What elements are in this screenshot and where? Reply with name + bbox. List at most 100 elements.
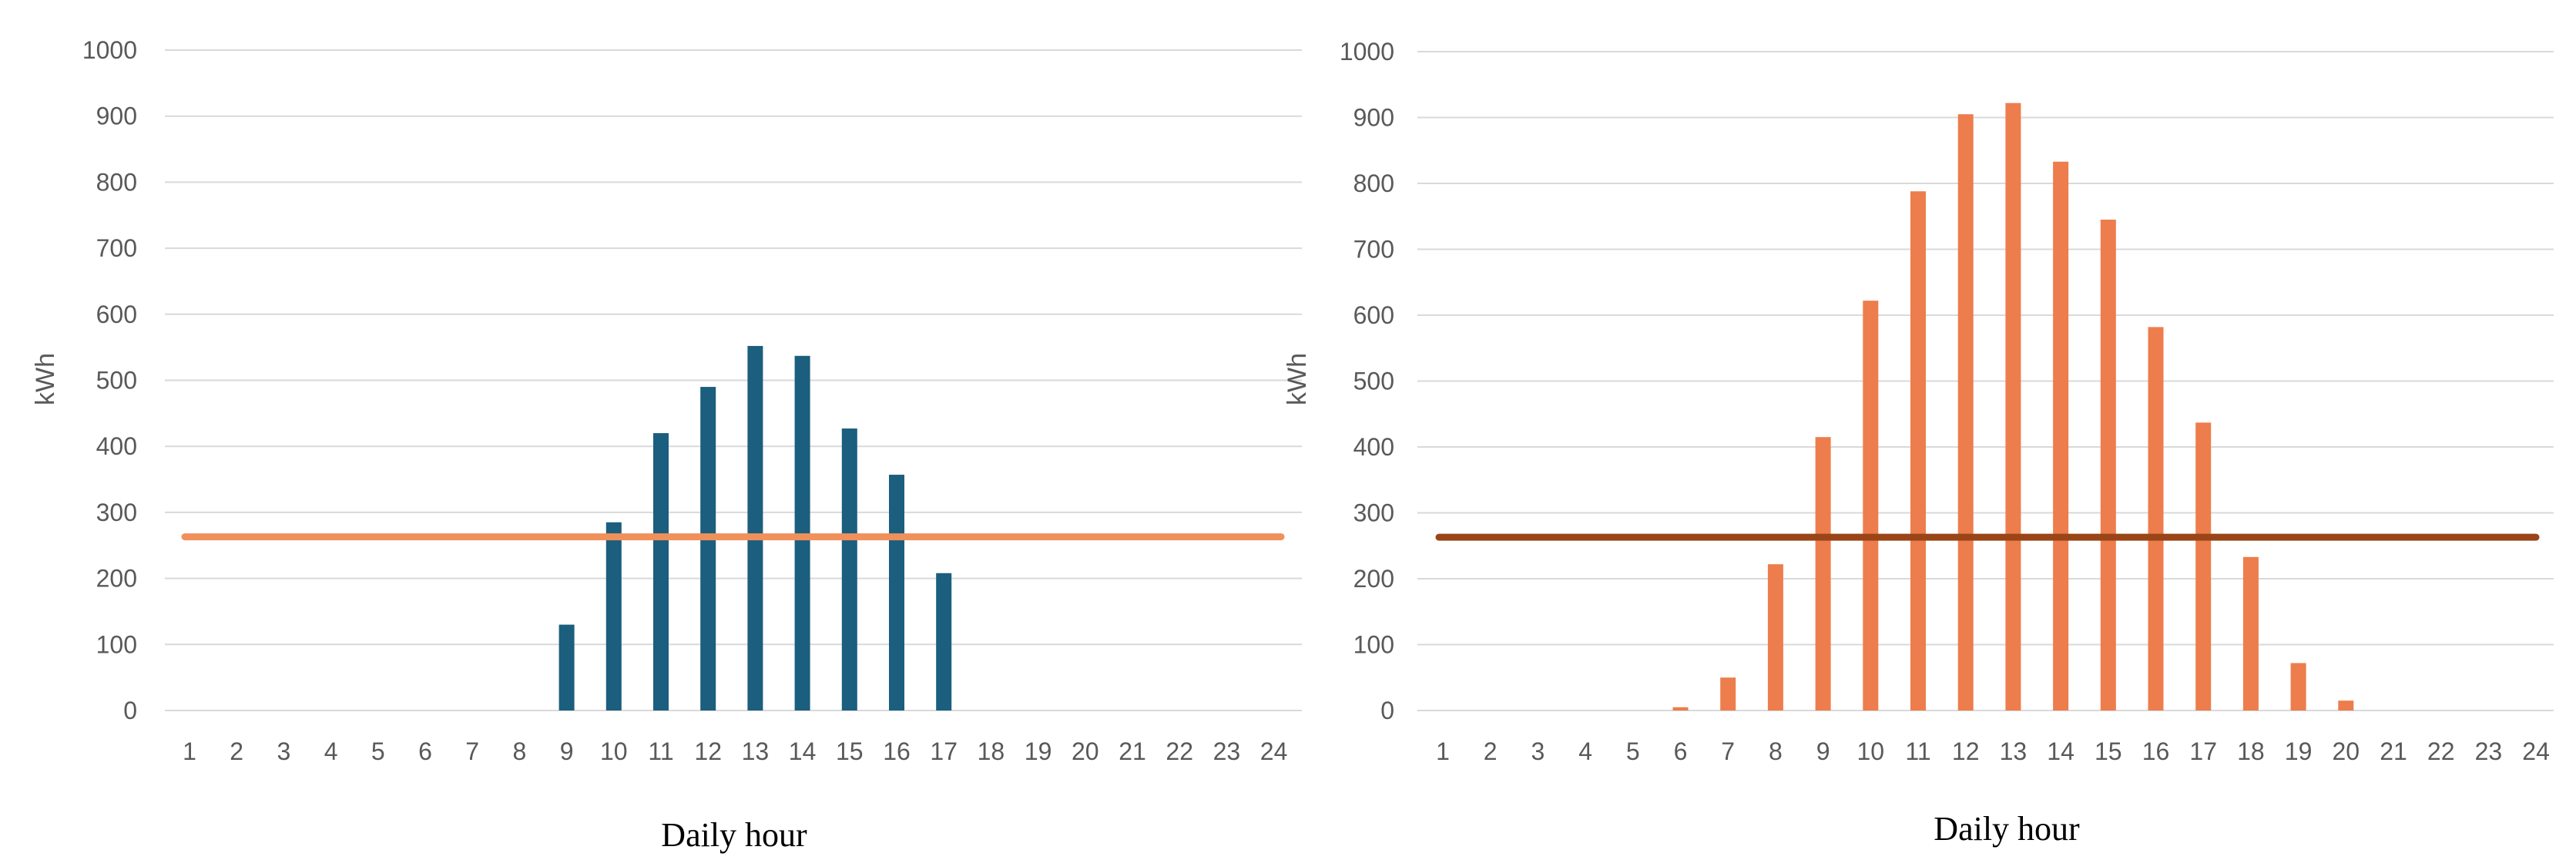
y-tick-label-left: 200 [96,565,137,593]
y-tick-label-left: 0 [123,697,137,724]
y-axis-label-right: kWh [1283,353,1312,405]
y-tick-label-right: 200 [1353,565,1394,593]
x-tick-label-left: 16 [883,737,911,765]
x-tick-label-left: 12 [694,737,722,765]
x-tick-label-left: 13 [742,737,770,765]
x-tick-label-right: 8 [1769,737,1783,765]
x-tick-label-right: 16 [2142,737,2170,765]
bar-right-hour-8 [1767,564,1783,711]
bar-right-hour-7 [1720,677,1736,711]
x-tick-label-right: 22 [2427,737,2455,765]
x-tick-label-right: 5 [1626,737,1640,765]
bar-right-hour-6 [1672,707,1689,711]
y-tick-label-left: 100 [96,630,137,658]
bar-left-hour-15 [841,428,857,711]
y-tick-label-left: 900 [96,102,137,130]
x-tick-label-left: 19 [1025,737,1052,765]
x-tick-label-right: 3 [1531,737,1545,765]
x-tick-label-right: 10 [1857,737,1885,765]
x-tick-label-left: 1 [183,737,196,765]
y-tick-label-right: 300 [1353,499,1394,527]
x-tick-label-left: 21 [1119,737,1146,765]
x-tick-label-right: 1 [1436,737,1450,765]
x-tick-label-right: 11 [1905,737,1930,765]
x-tick-label-left: 9 [560,737,574,765]
x-tick-label-left: 14 [789,737,817,765]
x-tick-label-left: 23 [1213,737,1241,765]
x-tick-label-left: 10 [600,737,628,765]
x-axis-label-right: Daily hour [1934,810,2080,848]
y-tick-label-right: 900 [1353,104,1394,132]
x-tick-label-left: 5 [371,737,385,765]
x-tick-label-right: 24 [2522,737,2550,765]
x-tick-label-left: 7 [465,737,479,765]
x-tick-label-left: 4 [324,737,338,765]
x-tick-label-left: 8 [513,737,527,765]
y-tick-label-left: 700 [96,234,137,262]
x-tick-label-right: 12 [1952,737,1980,765]
x-tick-label-right: 7 [1721,737,1735,765]
y-tick-label-left: 800 [96,168,137,196]
bar-right-hour-11 [1910,191,1926,711]
bar-left-hour-9 [558,624,575,711]
y-tick-label-right: 500 [1353,368,1394,395]
bar-right-hour-17 [2195,422,2212,711]
x-tick-label-left: 15 [836,737,864,765]
y-tick-label-left: 500 [96,367,137,395]
x-tick-label-right: 15 [2095,737,2122,765]
x-tick-label-right: 19 [2285,737,2313,765]
y-tick-label-right: 1000 [1340,38,1394,66]
bar-right-hour-20 [2338,700,2354,711]
bar-left-hour-12 [700,387,716,711]
bar-left-hour-10 [605,522,622,711]
bar-right-hour-19 [2290,663,2306,711]
x-tick-label-right: 2 [1484,737,1498,765]
x-tick-label-left: 24 [1260,737,1288,765]
x-tick-label-left: 20 [1072,737,1099,765]
chart-right: kWh Daily hour 0 100 200 300 400 500 600 700 800… [1283,38,2554,848]
bar-right-hour-9 [1815,437,1831,711]
x-tick-label-left: 11 [648,737,673,765]
y-tick-label-right: 0 [1380,697,1394,724]
y-tick-label-right: 400 [1353,433,1394,461]
x-tick-label-left: 17 [930,737,958,765]
y-tick-label-right: 800 [1353,170,1394,197]
bar-right-hour-13 [2005,102,2021,711]
y-tick-label-left: 300 [96,499,137,526]
x-tick-label-right: 14 [2047,737,2075,765]
bar-left-hour-11 [653,433,669,711]
bar-right-hour-15 [2100,220,2116,711]
x-tick-label-right: 9 [1816,737,1830,765]
y-tick-label-left: 1000 [82,36,137,64]
bar-right-hour-10 [1863,301,1879,711]
y-tick-label-right: 700 [1353,236,1394,264]
x-tick-label-right: 23 [2475,737,2503,765]
x-tick-label-left: 18 [978,737,1005,765]
x-tick-label-right: 18 [2237,737,2265,765]
x-axis-label-left: Daily hour [661,816,807,854]
bar-left-hour-14 [794,355,810,711]
x-tick-label-right: 13 [2000,737,2028,765]
bar-left-hour-17 [936,573,952,711]
y-tick-label-right: 600 [1353,301,1394,329]
x-tick-label-left: 22 [1166,737,1193,765]
bar-right-hour-14 [2053,161,2069,711]
x-tick-label-right: 6 [1674,737,1688,765]
x-tick-label-right: 17 [2189,737,2217,765]
bar-right-hour-12 [1957,114,1974,711]
y-tick-label-left: 600 [96,301,137,328]
x-tick-label-left: 6 [418,737,432,765]
y-tick-label-right: 100 [1353,631,1394,659]
bar-right-hour-16 [2148,327,2164,711]
x-tick-label-left: 2 [230,737,243,765]
bar-right-hour-18 [2242,556,2259,711]
chart-left: kWh Daily hour 0 100 200 300 400 500 600 700 800… [31,36,1302,854]
x-tick-label-left: 3 [277,737,291,765]
y-axis-label-left: kWh [31,353,60,405]
x-tick-label-right: 20 [2333,737,2360,765]
x-tick-label-right: 21 [2380,737,2407,765]
bar-left-hour-13 [747,345,763,711]
bar-left-hour-16 [889,475,904,711]
x-tick-label-right: 4 [1578,737,1592,765]
